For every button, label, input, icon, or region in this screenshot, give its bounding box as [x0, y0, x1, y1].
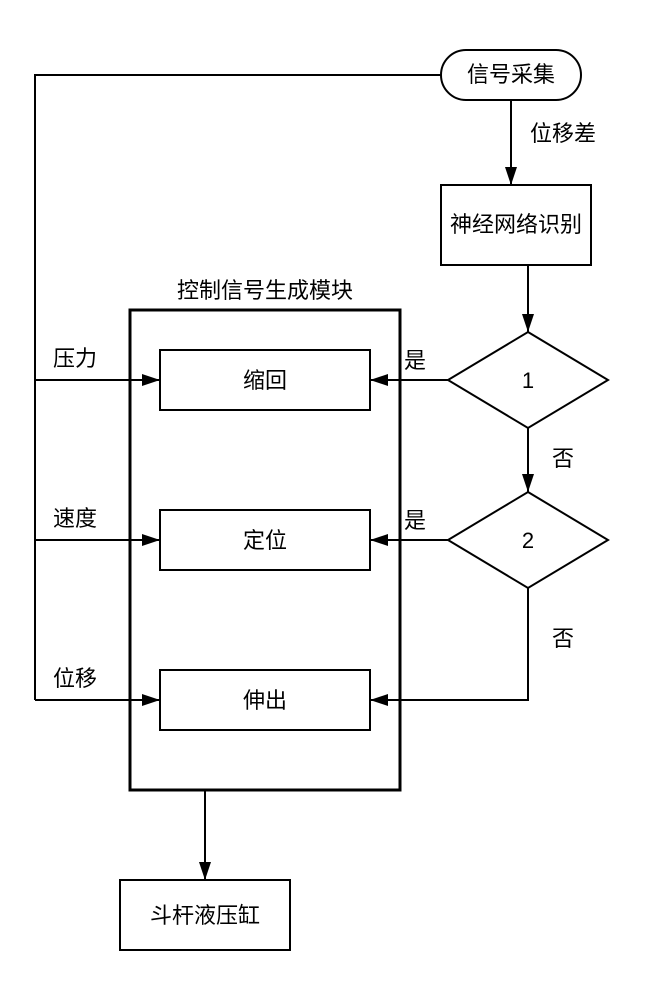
label-d2-no: 否 [552, 626, 574, 651]
label-d1-no: 否 [552, 446, 574, 471]
node-retract-label: 缩回 [243, 368, 287, 393]
label-d1-yes: 是 [404, 348, 426, 373]
label-disp-diff: 位移差 [530, 121, 596, 146]
node-decision-2-label: 2 [522, 528, 534, 553]
label-d2-yes: 是 [404, 508, 426, 533]
node-position-label: 定位 [243, 528, 287, 553]
module-title: 控制信号生成模块 [177, 278, 353, 303]
node-cylinder-label: 斗杆液压缸 [150, 903, 260, 928]
label-displacement: 位移 [53, 666, 97, 691]
node-decision-1-label: 1 [522, 368, 534, 393]
node-extend-label: 伸出 [243, 688, 287, 713]
node-nn-recognition-label: 神经网络识别 [450, 212, 582, 237]
edge-d2-no [370, 588, 528, 700]
label-pressure: 压力 [53, 346, 97, 371]
node-signal-acquisition-label: 信号采集 [467, 62, 555, 87]
label-speed: 速度 [53, 506, 97, 531]
